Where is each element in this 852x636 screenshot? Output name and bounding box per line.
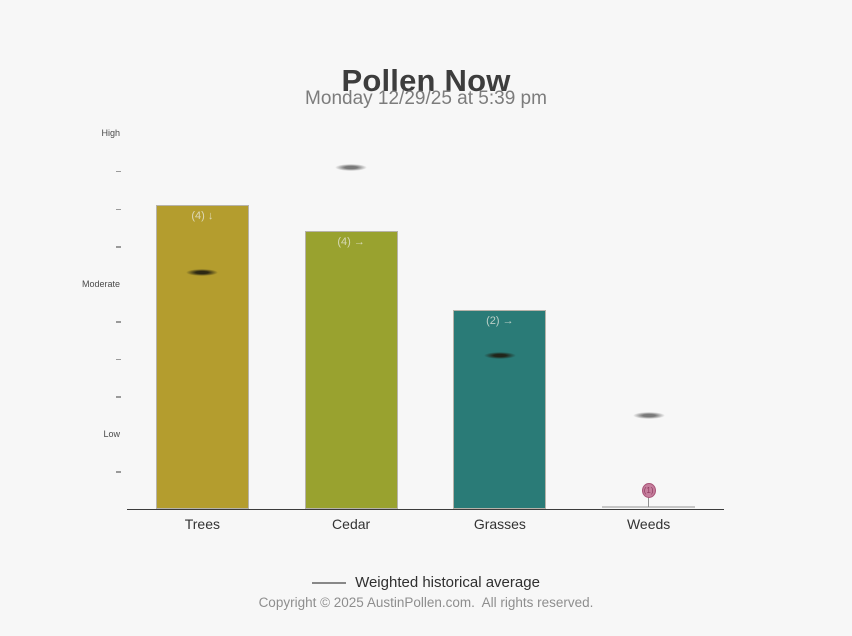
y-axis-tick: [116, 471, 121, 473]
x-axis-line: [127, 508, 724, 510]
weeds-marker-stem: [647, 496, 650, 507]
bar-grasses: (2) →: [453, 309, 547, 509]
bar-value-label: (4) ↓: [191, 209, 214, 222]
y-axis-label-low: Low: [103, 428, 120, 439]
page-subtitle: Monday 12/29/25 at 5:39 pm: [305, 88, 547, 109]
y-axis-tick: [116, 208, 121, 211]
historical-average-marker: [632, 411, 665, 419]
legend: Weighted historical average: [0, 574, 852, 591]
bar-value-label: (2) →: [486, 314, 514, 327]
historical-average-marker: [186, 268, 219, 276]
y-axis-tick: [116, 396, 121, 398]
bar-trees: (4) ↓: [155, 204, 249, 509]
x-axis-label-trees: Trees: [184, 516, 221, 532]
historical-average-marker: [483, 351, 516, 359]
y-axis-label-moderate: Moderate: [81, 278, 120, 289]
y-axis-label-high: High: [101, 128, 120, 139]
bar-value-label: (4) →: [337, 236, 365, 249]
x-axis-label-grasses: Grasses: [473, 516, 526, 532]
weeds-value-marker: (1): [641, 483, 656, 498]
bar-weeds: [602, 506, 696, 508]
x-axis-label-cedar: Cedar: [332, 516, 371, 532]
copyright-text: Copyright © 2025 AustinPollen.com. All r…: [258, 595, 594, 610]
page-title: Pollen Now: [341, 62, 511, 98]
bar-cedar: (4) →: [304, 231, 398, 509]
historical-average-marker: [335, 163, 368, 171]
legend-line-swatch: [312, 581, 347, 584]
x-axis-label-weeds: Weeds: [626, 516, 671, 532]
y-axis-tick: [116, 170, 121, 173]
legend-label: Weighted historical average: [355, 574, 540, 591]
y-axis-tick: [116, 358, 121, 361]
y-axis-tick: [116, 321, 121, 323]
y-axis-tick: [116, 246, 121, 248]
